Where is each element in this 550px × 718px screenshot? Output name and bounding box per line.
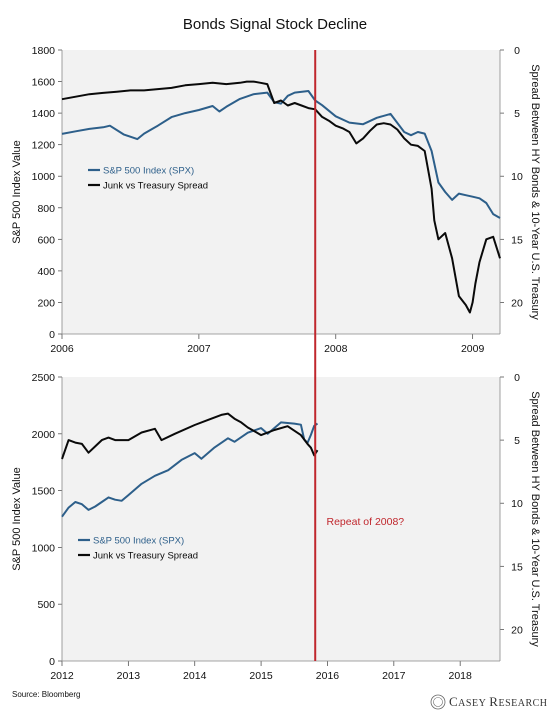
brand-logo: CASEY RESEARCH <box>430 694 548 710</box>
y-tick-label: 1600 <box>32 77 56 89</box>
y2-axis-label: Spread Between HY Bonds & 10-Year U.S. T… <box>529 64 541 320</box>
x-tick-label: 2009 <box>461 343 485 355</box>
spx-series-line <box>61 421 319 518</box>
y2-tick-label: 15 <box>511 561 523 573</box>
y2-tick-label: 20 <box>511 297 523 309</box>
y-tick-label: 0 <box>49 656 55 668</box>
y-tick-label: 1000 <box>32 171 56 183</box>
x-tick-label: 2016 <box>316 670 340 682</box>
legend-entry: Junk vs Treasury Spread <box>93 551 198 562</box>
y2-tick-label: 10 <box>511 171 523 183</box>
brand-name: CASEY RESEARCH <box>449 694 548 709</box>
y-tick-label: 1200 <box>32 140 56 152</box>
top-chart-panel: 0 200 400 600 800 1000 1200 1400 1600 1800 0 5 10 15 2… <box>11 45 541 355</box>
legend-entry: S&P 500 Index (SPX) <box>93 536 184 547</box>
y-tick-label: 0 <box>49 329 55 341</box>
y-tick-label: 800 <box>37 203 55 215</box>
spread-series-line <box>61 412 319 460</box>
x-tick-label: 2017 <box>382 670 406 682</box>
brand-seal-inner <box>433 697 443 707</box>
y2-tick-label: 15 <box>511 234 523 246</box>
legend-entry: S&P 500 Index (SPX) <box>103 166 194 177</box>
y-tick-label: 2000 <box>32 429 56 441</box>
brand-seal-icon <box>430 694 446 710</box>
y2-axis-label: Spread Between HY Bonds & 10-Year U.S. T… <box>529 391 541 647</box>
x-tick-label: 2013 <box>117 670 141 682</box>
y-tick-label: 1800 <box>32 45 56 57</box>
y-tick-label: 500 <box>37 599 55 611</box>
y-axis-label: S&P 500 Index Value <box>11 467 23 571</box>
plot-area <box>62 50 500 334</box>
chart-title: Bonds Signal Stock Decline <box>183 16 367 33</box>
y2-tick-label: 5 <box>514 108 520 120</box>
x-tick-label: 2012 <box>50 670 74 682</box>
plot-area <box>62 377 500 661</box>
y-axis-label: S&P 500 Index Value <box>11 140 23 244</box>
spx-series-line <box>61 90 501 219</box>
source-note: Source: Bloomberg <box>12 690 80 699</box>
x-tick-label: 2006 <box>50 343 74 355</box>
y-tick-label: 1400 <box>32 108 56 120</box>
x-tick-label: 2015 <box>249 670 273 682</box>
y2-tick-label: 20 <box>511 624 523 636</box>
legend-entry: Junk vs Treasury Spread <box>103 181 208 192</box>
x-tick-label: 2018 <box>449 670 473 682</box>
y-tick-label: 2500 <box>32 372 56 384</box>
bottom-chart-panel: 0 500 1000 1500 2000 2500 0 5 10 15 20 2012 2013 2014… <box>11 372 541 682</box>
spread-series-line <box>61 80 501 314</box>
y-tick-label: 200 <box>37 297 55 309</box>
y2-tick-label: 10 <box>511 498 523 510</box>
y-tick-label: 1000 <box>32 542 56 554</box>
x-tick-label: 2007 <box>187 343 211 355</box>
x-tick-label: 2014 <box>183 670 207 682</box>
y-tick-label: 400 <box>37 266 55 278</box>
y-tick-label: 600 <box>37 234 55 246</box>
y2-tick-label: 0 <box>514 45 520 57</box>
annotation-text: Repeat of 2008? <box>327 516 405 528</box>
x-tick-label: 2008 <box>324 343 348 355</box>
y2-tick-label: 0 <box>514 372 520 384</box>
y2-tick-label: 5 <box>514 435 520 447</box>
y-tick-label: 1500 <box>32 486 56 498</box>
